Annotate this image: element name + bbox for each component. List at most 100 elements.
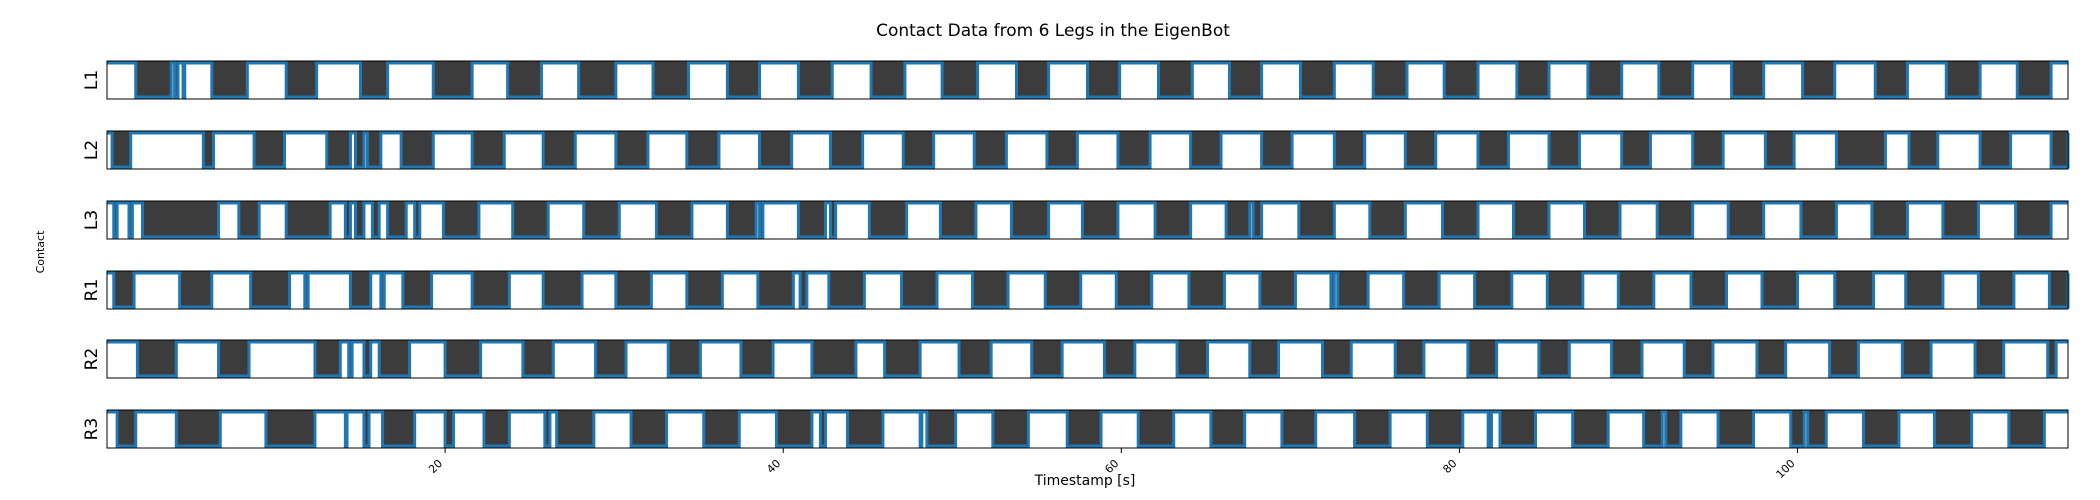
- stance-block-r1-10: [615, 271, 652, 309]
- stance-block-r2-25: [1756, 340, 1786, 378]
- stance-block-r2-8: [522, 340, 554, 378]
- stance-block-l3-34: [1871, 201, 1908, 239]
- stance-block-l3-3: [142, 201, 219, 239]
- stance-block-r2-26: [1829, 340, 1859, 378]
- stance-block-l1-11: [727, 61, 760, 99]
- stance-block-r1-22: [1337, 271, 1369, 309]
- stance-block-l2-24: [1621, 131, 1651, 169]
- stance-block-l3-1: [113, 201, 118, 239]
- contact-line-r3: [107, 410, 2068, 448]
- stance-block-l2-5: [355, 131, 364, 169]
- stance-block-l2-27: [1836, 131, 1886, 169]
- stance-block-l3-17: [798, 201, 826, 239]
- panel-frame-r3: [106, 409, 2069, 449]
- stance-block-l3-28: [1442, 201, 1479, 239]
- stance-block-r2-15: [1031, 340, 1063, 378]
- stance-block-r3-33: [1863, 410, 1899, 448]
- stance-block-r3-18: [992, 410, 1029, 448]
- stance-block-r2-14: [959, 340, 992, 378]
- stance-block-r1-32: [2049, 271, 2068, 309]
- leg-label-l1: L1: [82, 70, 102, 90]
- stance-block-l1-12: [798, 61, 833, 99]
- stance-block-r3-19: [1067, 410, 1102, 448]
- stance-block-r3-25: [1488, 410, 1492, 448]
- stance-block-l2-15: [974, 131, 1007, 169]
- stance-block-l3-25: [1253, 201, 1262, 239]
- stance-block-l3-6: [345, 201, 351, 239]
- stance-block-l3-9: [387, 201, 407, 239]
- x-tick-label-80: 80: [1440, 457, 1459, 476]
- stance-block-r2-22: [1538, 340, 1570, 378]
- stance-block-r2-28: [1975, 340, 2004, 378]
- stance-block-l3-14: [656, 201, 692, 239]
- leg-label-l2: L2: [82, 140, 102, 160]
- stance-block-r1-23: [1403, 271, 1440, 309]
- stance-block-r1-30: [1905, 271, 1943, 309]
- stance-block-l3-18: [830, 201, 836, 239]
- contact-line-l1: [107, 61, 2068, 99]
- stance-block-l1-8: [507, 61, 542, 99]
- leg-label-r3: R3: [82, 418, 102, 441]
- x-tick-label-20: 20: [426, 457, 445, 476]
- stance-block-r2-20: [1395, 340, 1424, 378]
- stance-block-l3-10: [414, 201, 420, 239]
- stance-block-l2-10: [615, 131, 648, 169]
- panel-frame-l1: [106, 60, 2069, 100]
- stance-block-r2-16: [1104, 340, 1135, 378]
- stance-block-l3-8: [372, 201, 380, 239]
- stance-block-l2-21: [1405, 131, 1436, 169]
- stance-block-l1-27: [1875, 61, 1908, 99]
- stance-block-r1-31: [1978, 271, 2014, 309]
- stance-block-l3-16: [759, 201, 763, 239]
- stance-block-l2-29: [1980, 131, 2011, 169]
- leg-panels: L1 L2 L3 R1 R2 R3: [82, 60, 2070, 449]
- stance-block-r3-3: [265, 410, 315, 448]
- stance-block-r3-10: [556, 410, 594, 448]
- stance-block-r1-5: [350, 271, 371, 309]
- stance-block-l3-26: [1298, 201, 1335, 239]
- stance-block-l3-32: [1728, 201, 1764, 239]
- stance-block-r2-27: [1902, 340, 1932, 378]
- stance-block-r1-12: [757, 271, 794, 309]
- stance-block-l3-23: [1155, 201, 1191, 239]
- stance-block-r3-15: [847, 410, 883, 448]
- stance-block-l2-6: [367, 131, 381, 169]
- stance-block-l2-3: [254, 131, 285, 169]
- panel-frame-l3: [106, 200, 2069, 240]
- stance-block-r3-28: [1643, 410, 1663, 448]
- stance-block-r2-19: [1322, 340, 1352, 378]
- stance-block-l2-30: [2051, 131, 2068, 169]
- stance-block-l1-25: [1731, 61, 1764, 99]
- stance-block-r2-17: [1177, 340, 1208, 378]
- panel-r2: R2: [82, 339, 2069, 379]
- stance-block-l1-28: [1946, 61, 1981, 99]
- stance-block-r3-31: [1790, 410, 1805, 448]
- stance-block-l2-19: [1261, 131, 1293, 169]
- stance-block-r1-13: [800, 271, 807, 309]
- stance-block-r3-1: [117, 410, 136, 448]
- stance-block-l2-4: [326, 131, 351, 169]
- stance-block-l2-22: [1478, 131, 1509, 169]
- stance-block-l1-7: [433, 61, 473, 99]
- stance-block-r2-5: [363, 340, 371, 378]
- stance-block-r2-1: [137, 340, 177, 378]
- stance-block-r1-11: [686, 271, 723, 309]
- stance-block-l3-27: [1369, 201, 1406, 239]
- stance-block-r1-18: [1116, 271, 1152, 309]
- stance-block-r3-6: [382, 410, 415, 448]
- stance-block-l1-13: [871, 61, 905, 99]
- leg-label-r2: R2: [82, 348, 102, 371]
- stance-block-l3-11: [443, 201, 479, 239]
- stance-block-r2-18: [1249, 340, 1279, 378]
- stance-block-l3-21: [1011, 201, 1049, 239]
- y-axis-label: Contact: [34, 230, 47, 273]
- panel-l2: L2: [82, 130, 2070, 170]
- stance-block-r3-34: [1934, 410, 1972, 448]
- stance-block-l3-2: [128, 201, 133, 239]
- panel-frame-l2: [106, 130, 2069, 170]
- stance-block-l3-15: [727, 201, 757, 239]
- stance-block-r3-27: [1572, 410, 1609, 448]
- stance-block-r3-11: [631, 410, 667, 448]
- stance-block-r3-22: [1281, 410, 1316, 448]
- stance-block-r2-11: [740, 340, 774, 378]
